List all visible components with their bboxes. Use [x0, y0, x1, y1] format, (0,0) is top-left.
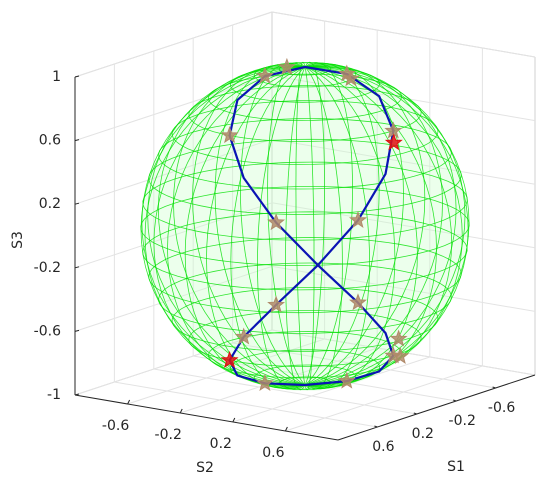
- sphere-parallel: [208, 330, 402, 379]
- sphere-parallel: [142, 211, 468, 291]
- z-axis-label: S3: [10, 231, 26, 249]
- grid-line: [74, 138, 273, 205]
- curve: [228, 65, 395, 387]
- tick-mark: [74, 139, 80, 142]
- star-marker: [267, 213, 286, 231]
- grid-line: [285, 365, 483, 432]
- grid-line: [74, 265, 273, 332]
- star-marker: [220, 350, 239, 368]
- grid-line: [232, 356, 430, 423]
- sphere-parallel: [188, 310, 422, 367]
- tick-mark: [232, 417, 236, 423]
- z-tick-label: -0.2: [34, 260, 61, 276]
- grid-line: [271, 265, 536, 312]
- z-tick-label: -1: [47, 387, 61, 403]
- tick-mark: [74, 75, 80, 78]
- star-marker: [349, 210, 367, 228]
- y-tick-label: -0.6: [102, 418, 129, 434]
- x-tick-label: -0.2: [449, 413, 476, 429]
- sphere-parallel: [278, 376, 332, 390]
- grid-line: [74, 329, 273, 396]
- grid-line: [271, 138, 536, 185]
- star-marker: [384, 121, 403, 139]
- sphere-parallel: [171, 100, 439, 165]
- star-marker: [255, 66, 274, 84]
- x-tick-label: 0.6: [372, 439, 394, 455]
- sphere-parallel: [148, 138, 462, 215]
- grid-line: [74, 202, 273, 269]
- z-tick-label: -0.6: [34, 323, 61, 339]
- z-tick-label: 0.2: [39, 196, 61, 212]
- tick-mark: [127, 399, 131, 405]
- tick-mark: [74, 202, 80, 205]
- star-marker: [267, 295, 286, 313]
- star-marker: [255, 373, 274, 391]
- x-axis-label: S1: [447, 459, 465, 475]
- x-tick-label: 0.2: [412, 426, 434, 442]
- y-axis: [74, 394, 339, 441]
- star-marker: [337, 371, 356, 389]
- y-tick-label: 0.2: [210, 436, 232, 452]
- star-marker: [234, 327, 253, 345]
- grid-line: [271, 11, 536, 58]
- star-marker: [341, 69, 360, 87]
- star-marker: [391, 346, 410, 364]
- y-tick-label: 0.6: [262, 445, 284, 461]
- star-marker: [384, 133, 403, 151]
- z-tick-label: 0.6: [39, 133, 61, 149]
- grid-line: [74, 11, 273, 78]
- z-tick-label: 1: [52, 69, 61, 85]
- grid-line: [114, 381, 378, 428]
- sphere-parallel: [229, 349, 381, 386]
- sphere-parallel: [171, 287, 439, 352]
- star-marker: [277, 57, 296, 75]
- sphere-parallel: [142, 161, 468, 241]
- sphere-parallel: [188, 85, 422, 142]
- tick-mark: [179, 408, 183, 414]
- star-marker: [220, 126, 239, 144]
- sphere-parallel: [140, 186, 470, 266]
- y-tick-label: -0.2: [155, 427, 182, 443]
- y-axis-label: S2: [196, 460, 214, 476]
- sphere-parallel: [208, 73, 402, 122]
- tick-mark: [74, 329, 80, 332]
- grid-line: [153, 368, 417, 415]
- grid-line: [74, 75, 273, 142]
- sphere-parallel: [148, 237, 462, 314]
- tick-mark: [284, 426, 288, 432]
- star-marker: [389, 329, 408, 347]
- tick-mark: [74, 266, 80, 269]
- sphere-parallel: [253, 364, 357, 390]
- star-marker: [349, 293, 367, 311]
- sphere-fill: [142, 65, 468, 391]
- x-axis: [337, 374, 536, 441]
- x-tick-label: -0.6: [488, 400, 515, 416]
- grid-line: [271, 202, 536, 249]
- sphere-parallel: [158, 262, 452, 334]
